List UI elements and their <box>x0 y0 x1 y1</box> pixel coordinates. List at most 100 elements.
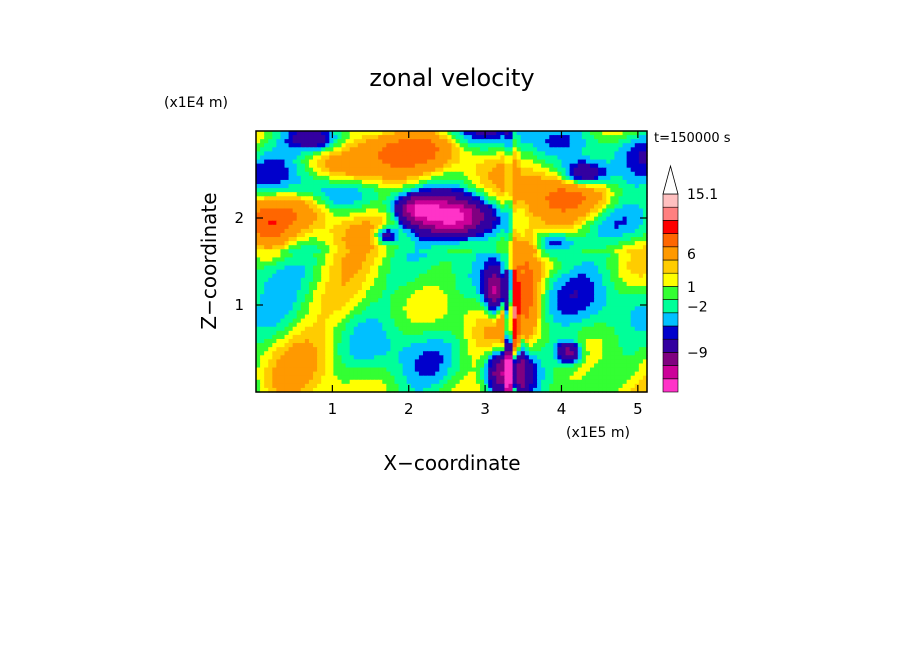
heatmap-cell <box>272 294 277 299</box>
heatmap-cell <box>300 298 306 303</box>
heatmap-cell <box>382 269 387 275</box>
heatmap-cell <box>349 285 355 291</box>
heatmap-cell <box>484 167 489 173</box>
heatmap-cell <box>569 151 575 157</box>
heatmap-cell <box>565 249 571 254</box>
heatmap-cell <box>317 167 322 173</box>
heatmap-cell <box>451 273 457 279</box>
heatmap-cell <box>337 208 343 214</box>
heatmap-cell <box>288 338 294 344</box>
heatmap-cell <box>418 241 424 246</box>
heatmap-cell <box>386 322 391 328</box>
heatmap-cell <box>496 245 501 250</box>
heatmap-cell <box>435 257 440 263</box>
heatmap-cell <box>618 224 624 230</box>
heatmap-cell <box>272 175 277 181</box>
heatmap-cell <box>463 228 469 234</box>
heatmap-cell <box>313 200 318 206</box>
heatmap-cell <box>300 245 306 250</box>
heatmap-cell <box>484 249 489 254</box>
heatmap-cell <box>602 232 607 238</box>
heatmap-cell <box>520 306 526 312</box>
heatmap-cell <box>606 298 611 303</box>
heatmap-cell <box>545 237 550 242</box>
heatmap-cell <box>500 216 506 222</box>
heatmap-cell <box>361 314 367 320</box>
heatmap-cell <box>598 159 603 165</box>
heatmap-cell <box>480 147 485 152</box>
heatmap-cell <box>471 310 477 316</box>
heatmap-cell <box>581 326 587 332</box>
heatmap-cell <box>488 334 493 340</box>
heatmap-cell <box>365 265 371 271</box>
heatmap-cell <box>276 306 282 312</box>
heatmap-cell <box>471 290 477 295</box>
heatmap-cell <box>268 216 273 222</box>
heatmap-cell <box>622 228 628 234</box>
heatmap-cell <box>573 147 579 152</box>
heatmap-cell <box>638 245 644 250</box>
heatmap-cell <box>500 249 506 254</box>
heatmap-cell <box>361 228 367 234</box>
heatmap-cell <box>561 245 567 250</box>
heatmap-cell <box>463 192 469 197</box>
heatmap-cell <box>630 151 636 157</box>
heatmap-cell <box>496 302 501 307</box>
heatmap-cell <box>337 188 343 193</box>
heatmap-cell <box>349 265 355 271</box>
heatmap-cell <box>394 310 400 316</box>
heatmap-cell <box>463 298 469 303</box>
heatmap-cell <box>353 151 359 157</box>
heatmap-cell <box>357 294 363 299</box>
heatmap-cell <box>541 147 546 152</box>
heatmap-cell <box>475 216 481 222</box>
heatmap-cell <box>333 139 339 144</box>
heatmap-cell <box>496 228 501 234</box>
heatmap-cell <box>435 298 440 303</box>
heatmap-cell <box>357 171 363 177</box>
heatmap-cell <box>642 273 648 279</box>
heatmap-cell <box>606 265 611 271</box>
heatmap-cell <box>272 228 277 234</box>
heatmap-cell <box>504 265 510 271</box>
heatmap-cell <box>256 208 261 214</box>
heatmap-cell <box>394 131 400 136</box>
heatmap-cell <box>256 343 261 348</box>
heatmap-cell <box>484 232 489 238</box>
heatmap-cell <box>431 253 436 259</box>
heatmap-cell <box>329 196 334 201</box>
heatmap-cell <box>341 159 347 165</box>
heatmap-cell <box>308 281 314 287</box>
heatmap-cell <box>561 192 567 197</box>
heatmap-cell <box>378 208 383 214</box>
heatmap-cell <box>308 241 314 246</box>
heatmap-cell <box>638 163 644 169</box>
heatmap-cell <box>378 192 383 197</box>
heatmap-cell <box>296 220 302 226</box>
heatmap-cell <box>532 253 538 259</box>
heatmap-cell <box>431 204 436 210</box>
heatmap-cell <box>414 220 420 226</box>
heatmap-cell <box>370 330 375 336</box>
heatmap-cell <box>610 228 616 234</box>
heatmap-cell <box>634 216 640 222</box>
heatmap-cell <box>610 216 616 222</box>
heatmap-cell <box>329 147 334 152</box>
heatmap-cell <box>573 135 579 140</box>
heatmap-cell <box>264 322 269 328</box>
heatmap-cell <box>260 135 265 140</box>
heatmap-cell <box>528 302 534 307</box>
heatmap-cell <box>557 184 563 189</box>
heatmap-cell <box>317 151 322 157</box>
heatmap-cell <box>427 204 432 210</box>
heatmap-cell <box>288 310 294 316</box>
heatmap-cell <box>443 151 449 157</box>
heatmap-cell <box>365 220 371 226</box>
heatmap-cell <box>455 306 461 312</box>
heatmap-cell <box>284 237 290 242</box>
heatmap-cell <box>524 330 530 336</box>
heatmap-cell <box>447 306 453 312</box>
heatmap-cell <box>561 326 567 332</box>
heatmap-cell <box>516 151 522 157</box>
heatmap-cell <box>321 237 326 242</box>
